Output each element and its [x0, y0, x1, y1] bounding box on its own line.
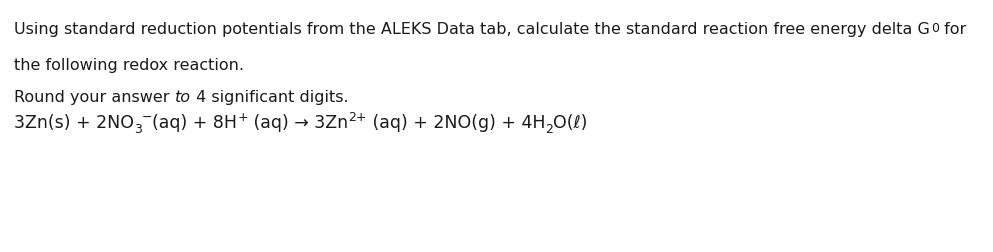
Text: to: to: [175, 90, 191, 105]
Text: O(ℓ): O(ℓ): [553, 114, 588, 132]
Text: 2+: 2+: [349, 111, 366, 124]
Text: 3Zn(s) + 2NO: 3Zn(s) + 2NO: [14, 114, 134, 132]
Text: 3: 3: [134, 123, 142, 136]
Text: −: −: [142, 111, 152, 124]
Text: for: for: [938, 22, 966, 37]
Text: +: +: [237, 111, 248, 124]
Text: (aq) + 8H: (aq) + 8H: [152, 114, 237, 132]
Text: 4 significant digits.: 4 significant digits.: [191, 90, 349, 105]
Text: Round your answer: Round your answer: [14, 90, 175, 105]
Text: the following redox reaction.: the following redox reaction.: [14, 58, 244, 73]
Text: Using standard reduction potentials from the ALEKS Data tab, calculate the stand: Using standard reduction potentials from…: [14, 22, 929, 37]
Text: (aq) → 3Zn: (aq) → 3Zn: [248, 114, 349, 132]
Text: (aq) + 2NO(g) + 4H: (aq) + 2NO(g) + 4H: [366, 114, 545, 132]
Text: 2: 2: [545, 123, 553, 136]
Text: 0: 0: [930, 22, 938, 35]
